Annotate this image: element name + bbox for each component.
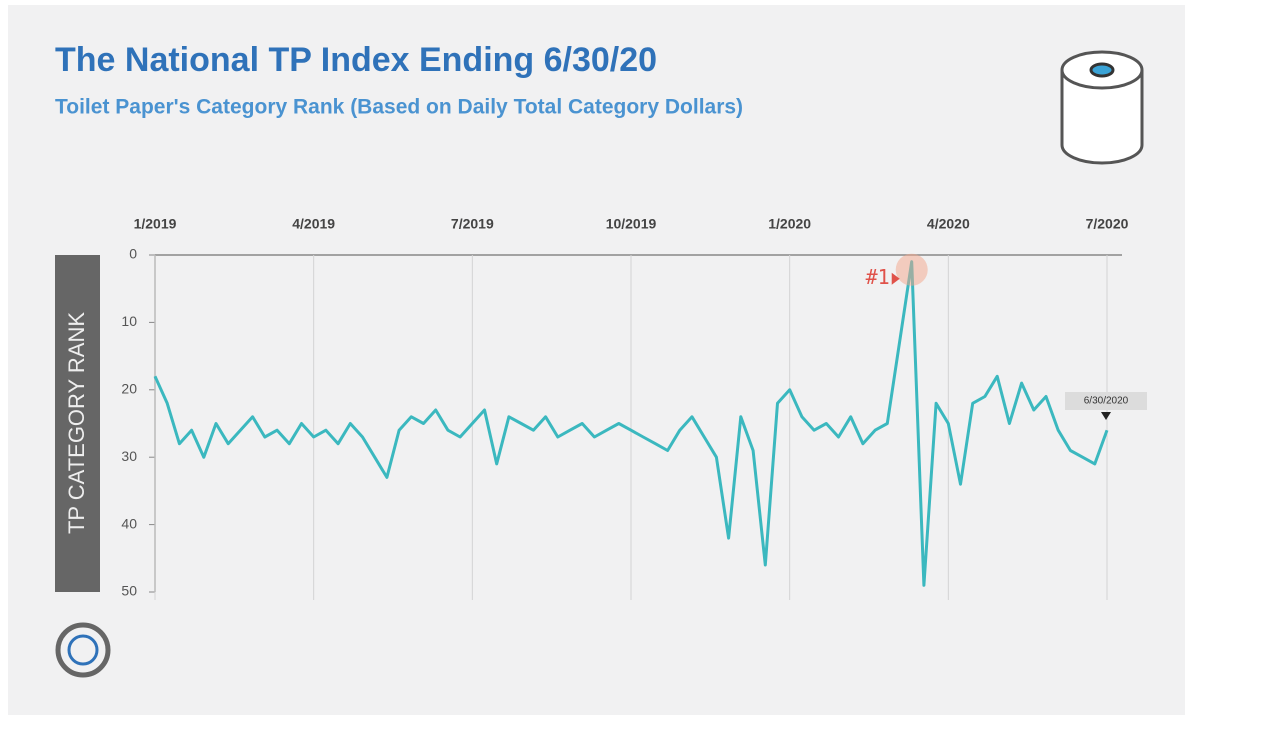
x-tick-label: 10/2019 xyxy=(606,216,657,232)
y-tick-label: 40 xyxy=(121,515,137,531)
x-tick-label: 7/2020 xyxy=(1086,216,1129,232)
chart-title: The National TP Index Ending 6/30/20 xyxy=(55,41,657,79)
y-tick-label: 20 xyxy=(121,381,137,397)
x-tick-label: 1/2020 xyxy=(768,216,811,232)
annotation: 6/30/2020 xyxy=(1084,396,1129,407)
x-tick-label: 4/2019 xyxy=(292,216,335,232)
y-label-box xyxy=(55,255,100,592)
annotation-arrow xyxy=(891,272,900,285)
logo xyxy=(55,622,111,678)
data-line xyxy=(153,260,1109,587)
y-tick-label: 10 xyxy=(121,313,137,329)
annotation: #1 xyxy=(866,265,890,289)
y-axis-label: TP CATEGORY RANK xyxy=(64,312,89,534)
end-arrow xyxy=(1101,412,1111,420)
y-tick-label: 30 xyxy=(121,448,137,464)
peak-highlight xyxy=(895,253,928,286)
y-tick-label: 50 xyxy=(121,583,137,599)
x-tick-label: 1/2019 xyxy=(134,216,177,232)
tp-roll-icon xyxy=(1060,50,1144,165)
x-tick-label: 7/2019 xyxy=(451,216,494,232)
panel xyxy=(8,5,1185,715)
end-label-box xyxy=(1065,392,1147,410)
x-tick-label: 4/2020 xyxy=(927,216,970,232)
chart-subtitle: Toilet Paper's Category Rank (Based on D… xyxy=(55,96,743,119)
y-tick-label: 0 xyxy=(129,246,137,262)
